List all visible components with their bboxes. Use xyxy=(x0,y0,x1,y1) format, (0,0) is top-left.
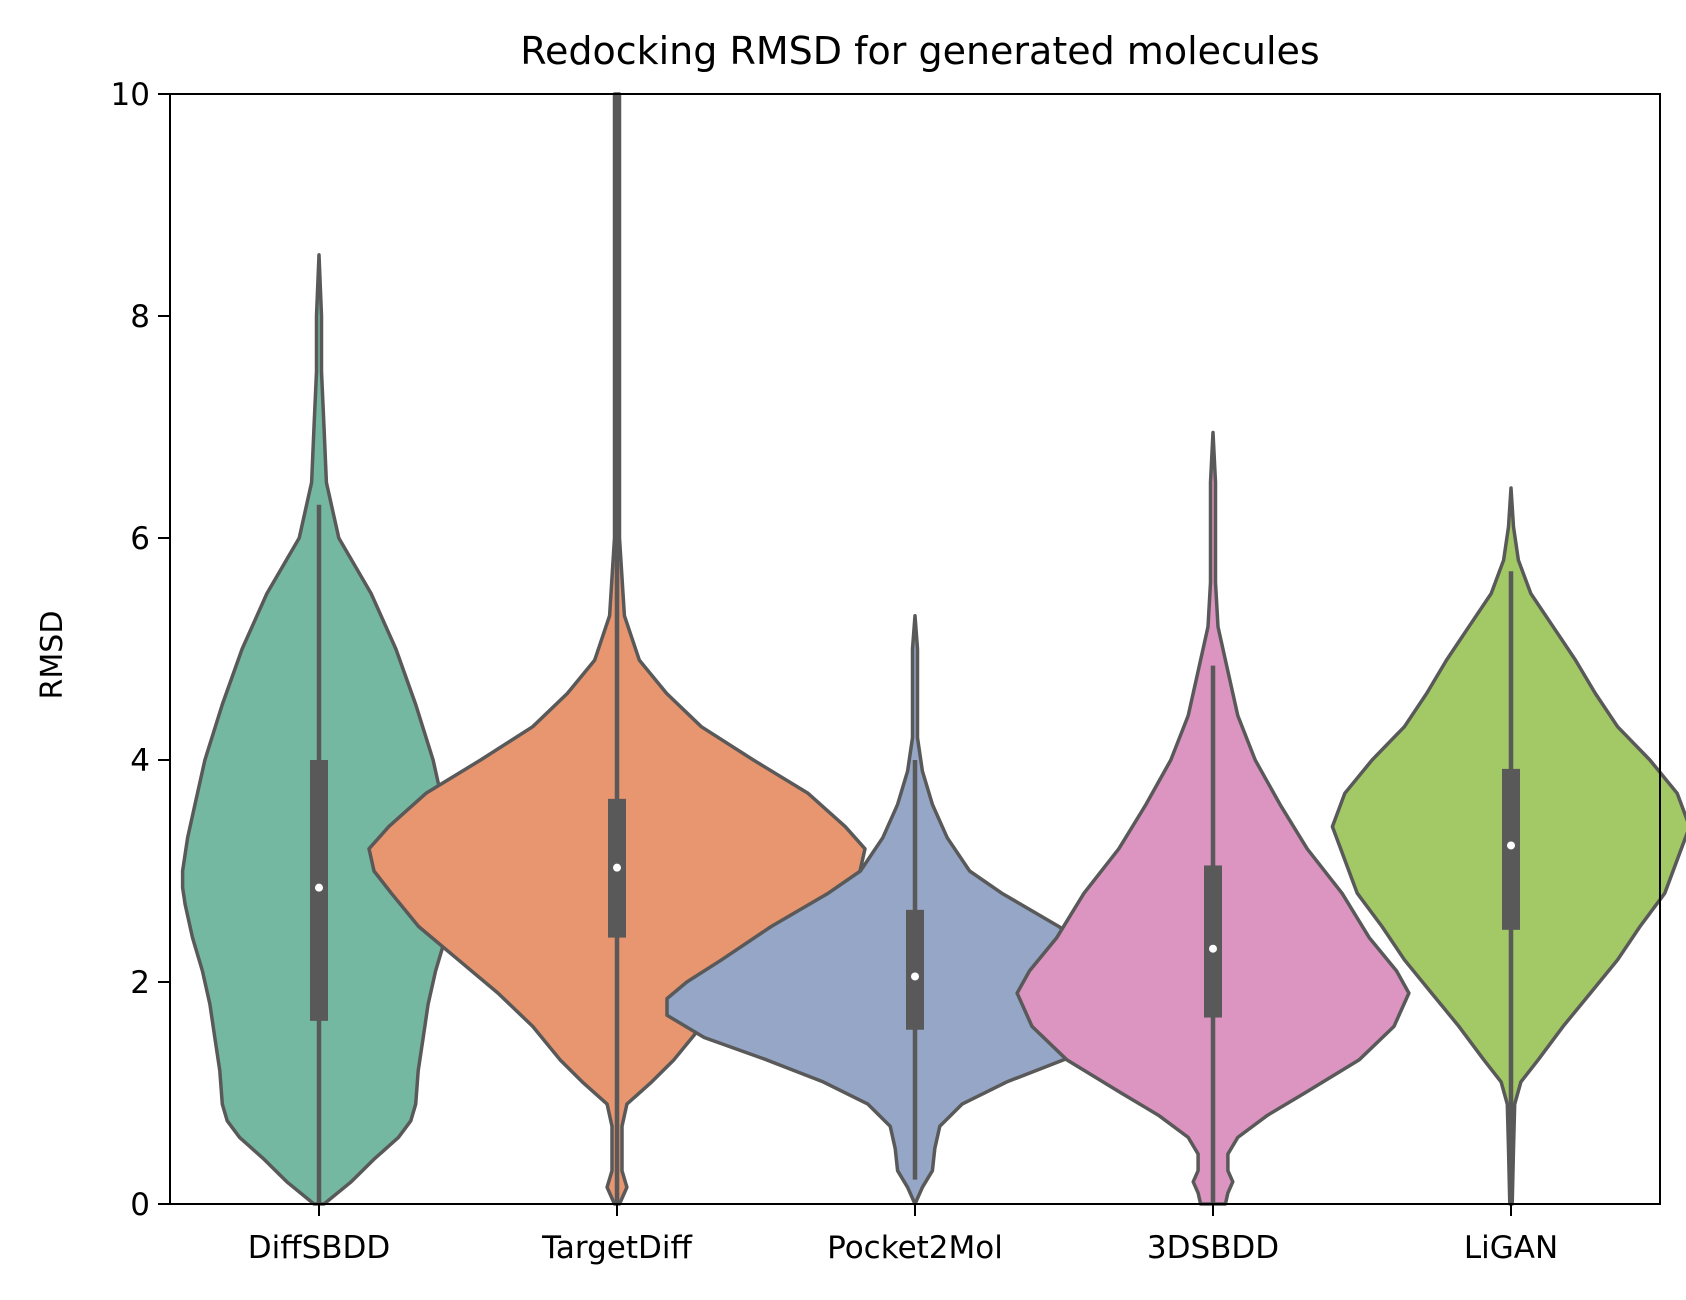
y-axis: 0 2 4 6 8 10 xyxy=(111,77,170,1223)
chart-title: Redocking RMSD for generated molecules xyxy=(520,29,1319,73)
median-dot xyxy=(1507,841,1515,850)
x-tick-label: DiffSBDD xyxy=(248,1230,391,1266)
median-dot xyxy=(911,972,919,981)
x-axis: DiffSBDD TargetDiff Pocket2Mol 3DSBDD LiGAN xyxy=(248,1204,1558,1266)
median-dot xyxy=(1209,944,1217,953)
median-dot xyxy=(315,883,323,892)
x-tick-label: TargetDiff xyxy=(541,1230,692,1266)
x-tick-label: LiGAN xyxy=(1464,1230,1558,1266)
violin-3dsbdd xyxy=(1015,430,1411,1206)
y-axis-label: RMSD xyxy=(35,611,70,700)
y-tick-label: 6 xyxy=(130,521,150,557)
iqr-box xyxy=(906,909,924,1030)
violin-diffsbdd xyxy=(180,253,458,1206)
y-tick-label: 0 xyxy=(130,1187,150,1223)
y-tick-label: 2 xyxy=(130,965,150,1001)
x-tick-label: Pocket2Mol xyxy=(827,1230,1003,1266)
violin-ligan xyxy=(1330,486,1686,1206)
y-tick-label: 8 xyxy=(130,299,150,335)
plot-area-frame xyxy=(169,93,1661,1205)
y-tick-label: 10 xyxy=(111,77,150,113)
y-tick-label: 4 xyxy=(130,743,150,779)
violins-layer xyxy=(180,92,1686,1206)
median-dot xyxy=(613,863,621,872)
iqr-box xyxy=(1204,865,1222,1018)
x-tick-label: 3DSBDD xyxy=(1147,1230,1279,1266)
